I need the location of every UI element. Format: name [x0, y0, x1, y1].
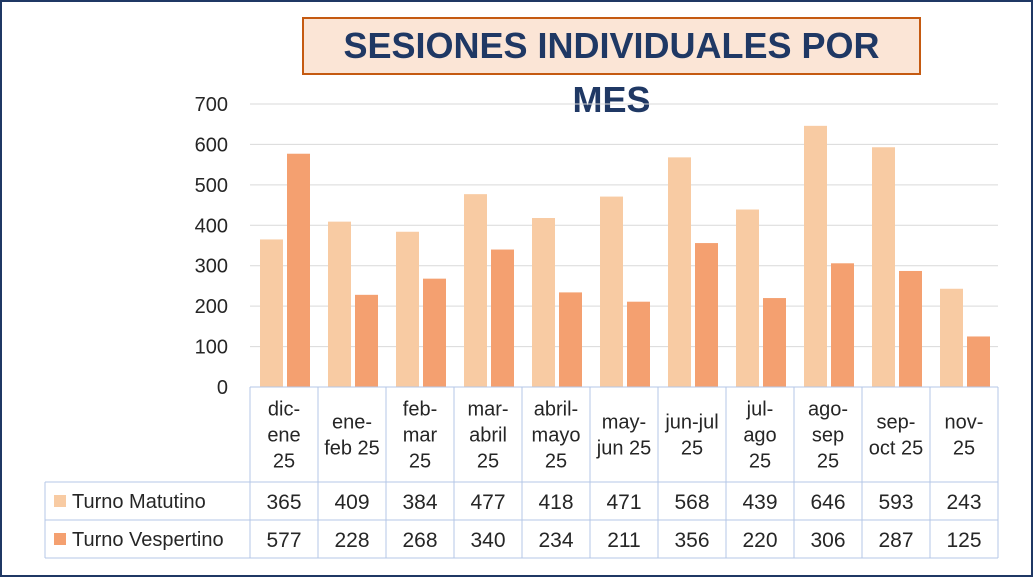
bar-matutino	[940, 288, 963, 387]
data-table-value: 125	[946, 529, 981, 552]
data-table-value: 593	[878, 491, 913, 514]
data-table-value: 477	[470, 491, 505, 514]
category-label: jul-	[746, 399, 774, 421]
category-label: 25	[681, 438, 703, 460]
y-tick-label: 200	[195, 296, 228, 318]
category-label: 25	[409, 451, 431, 473]
category-label: 25	[477, 451, 499, 473]
category-label: jun 25	[596, 438, 652, 460]
bar-matutino	[328, 221, 351, 387]
bar-vespertino	[899, 270, 922, 387]
category-label: ene-	[332, 412, 372, 434]
category-label: mar	[403, 425, 438, 447]
data-table-value: 471	[606, 491, 641, 514]
bar-vespertino	[355, 294, 378, 387]
category-label: mar-	[467, 399, 508, 421]
category-label: mayo	[532, 425, 581, 447]
data-table-value: 340	[470, 529, 505, 552]
category-label: ago	[743, 425, 776, 447]
y-tick-label: 400	[195, 215, 228, 237]
data-table-value: 384	[402, 491, 437, 514]
y-tick-label: 700	[195, 94, 228, 116]
bar-vespertino	[491, 249, 514, 387]
data-table-value: 568	[674, 491, 709, 514]
bar-vespertino	[287, 153, 310, 387]
data-table-value: 228	[334, 529, 369, 552]
bar-matutino	[804, 125, 827, 388]
category-label: ago-	[808, 399, 848, 421]
y-tick-label: 300	[195, 256, 228, 278]
data-table-value: 306	[810, 529, 845, 552]
bar-vespertino	[423, 278, 446, 387]
data-table-value: 439	[742, 491, 777, 514]
category-label: nov-	[945, 412, 984, 434]
chart-title: SESIONES INDIVIDUALES POR MES	[302, 17, 921, 120]
bar-vespertino	[763, 298, 786, 387]
category-label: 25	[953, 438, 975, 460]
bar-matutino	[668, 157, 691, 387]
bar-matutino	[872, 147, 895, 387]
data-table-value: 365	[266, 491, 301, 514]
category-label: sep-	[877, 412, 916, 434]
category-label: may-	[602, 412, 646, 434]
bar-matutino	[600, 196, 623, 387]
data-table-value: 220	[742, 529, 777, 552]
category-label: 25	[817, 451, 839, 473]
legend-label: Turno Matutino	[72, 491, 206, 513]
bar-vespertino	[695, 243, 718, 387]
data-table-value: 268	[402, 529, 437, 552]
y-tick-label: 0	[217, 377, 228, 399]
data-table-value: 211	[607, 529, 640, 552]
category-label: sep	[812, 425, 844, 447]
legend-swatch	[54, 533, 66, 545]
bar-vespertino	[967, 336, 990, 387]
legend-label: Turno Vespertino	[72, 529, 224, 551]
category-label: ene	[267, 425, 300, 447]
bar-matutino	[260, 239, 283, 387]
data-table-value: 646	[810, 491, 845, 514]
category-label: feb 25	[324, 438, 380, 460]
data-table-value: 577	[266, 529, 301, 552]
data-table-value: 418	[538, 491, 573, 514]
category-label: abril	[469, 425, 507, 447]
bar-vespertino	[627, 301, 650, 387]
bar-matutino	[736, 209, 759, 387]
bar-matutino	[532, 218, 555, 387]
category-label: dic-	[268, 399, 300, 421]
bar-vespertino	[831, 263, 854, 387]
bar-matutino	[464, 194, 487, 387]
category-label: 25	[749, 451, 771, 473]
data-table-value: 287	[878, 529, 913, 552]
data-table-value: 356	[674, 529, 709, 552]
y-tick-label: 600	[195, 134, 228, 156]
data-table-value: 234	[538, 529, 573, 552]
category-label: feb-	[403, 399, 437, 421]
legend-swatch	[54, 495, 66, 507]
bar-matutino	[396, 231, 419, 387]
category-label: oct 25	[869, 438, 923, 460]
data-table-value: 409	[334, 491, 369, 514]
y-tick-label: 500	[195, 175, 228, 197]
category-label: jun-jul	[664, 412, 718, 434]
bar-vespertino	[559, 292, 582, 387]
y-tick-label: 100	[195, 337, 228, 359]
category-label: abril-	[534, 399, 578, 421]
category-label: 25	[273, 451, 295, 473]
category-label: 25	[545, 451, 567, 473]
data-table-value: 243	[946, 491, 981, 514]
